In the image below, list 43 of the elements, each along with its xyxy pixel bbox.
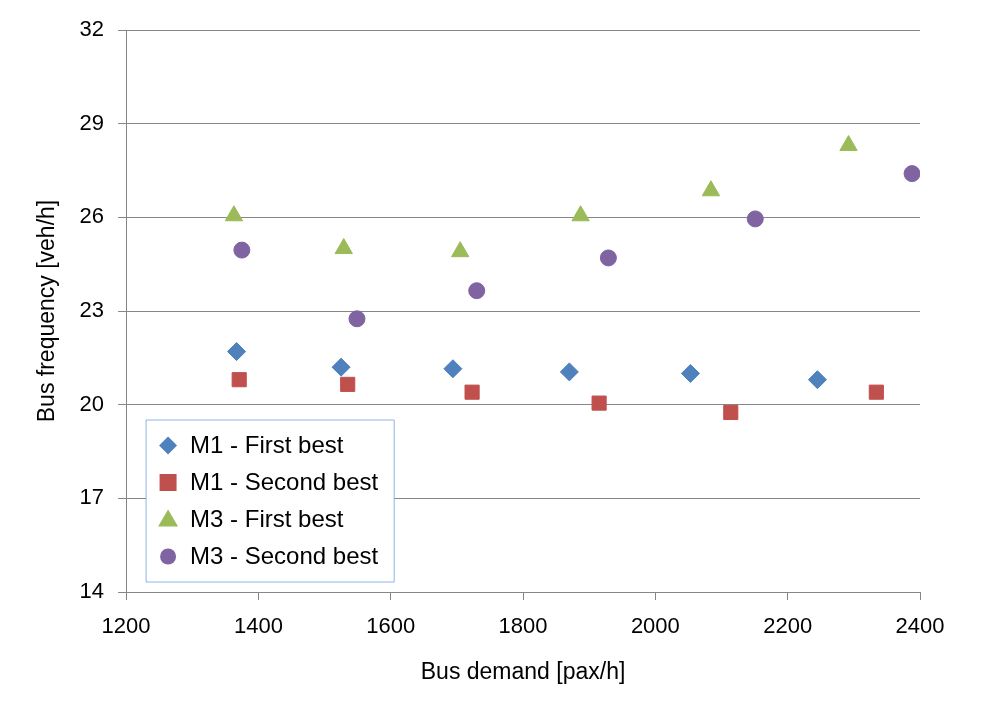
x-tick-label: 1800	[498, 613, 548, 639]
point	[334, 238, 353, 255]
y-axis-title: Bus frequency [veh/h]	[33, 199, 60, 423]
point	[571, 205, 590, 222]
point	[443, 359, 463, 379]
x-tick-label: 2400	[895, 613, 945, 639]
legend-label: M1 - First best	[190, 431, 344, 459]
point	[233, 241, 251, 259]
point	[868, 384, 884, 400]
point	[839, 135, 858, 152]
point	[723, 404, 739, 421]
y-tick-label: 26	[79, 203, 105, 229]
point	[331, 357, 351, 377]
x-tick-label: 1600	[366, 613, 416, 639]
y-tick-label: 20	[79, 390, 105, 416]
legend-label: M3 - Second best	[190, 542, 379, 570]
point	[701, 180, 721, 197]
point	[451, 241, 470, 258]
point	[464, 384, 480, 400]
point	[680, 363, 700, 383]
y-tick-label: 14	[79, 578, 105, 604]
x-tick-label: 2000	[630, 613, 680, 639]
point	[227, 342, 247, 362]
y-tick-label: 17	[79, 484, 105, 510]
point	[599, 249, 617, 267]
legend-label: M1 - Second best	[190, 468, 379, 496]
y-tick-label: 29	[79, 109, 105, 135]
y-tick-label: 32	[79, 16, 105, 42]
x-axis-title: Bus demand [pax/h]	[420, 657, 626, 684]
y-tick-label: 23	[79, 297, 105, 323]
point	[591, 395, 607, 411]
point	[746, 210, 764, 228]
point	[559, 362, 579, 382]
point	[231, 372, 247, 388]
legend-label: M3 - First best	[190, 505, 344, 533]
x-tick-label: 1200	[101, 613, 151, 639]
point	[348, 310, 366, 328]
point	[224, 205, 244, 222]
x-tick-label: 2200	[763, 613, 813, 639]
x-tick-label: 1400	[233, 613, 283, 639]
point	[340, 376, 356, 392]
point	[468, 282, 486, 300]
point	[807, 370, 827, 390]
